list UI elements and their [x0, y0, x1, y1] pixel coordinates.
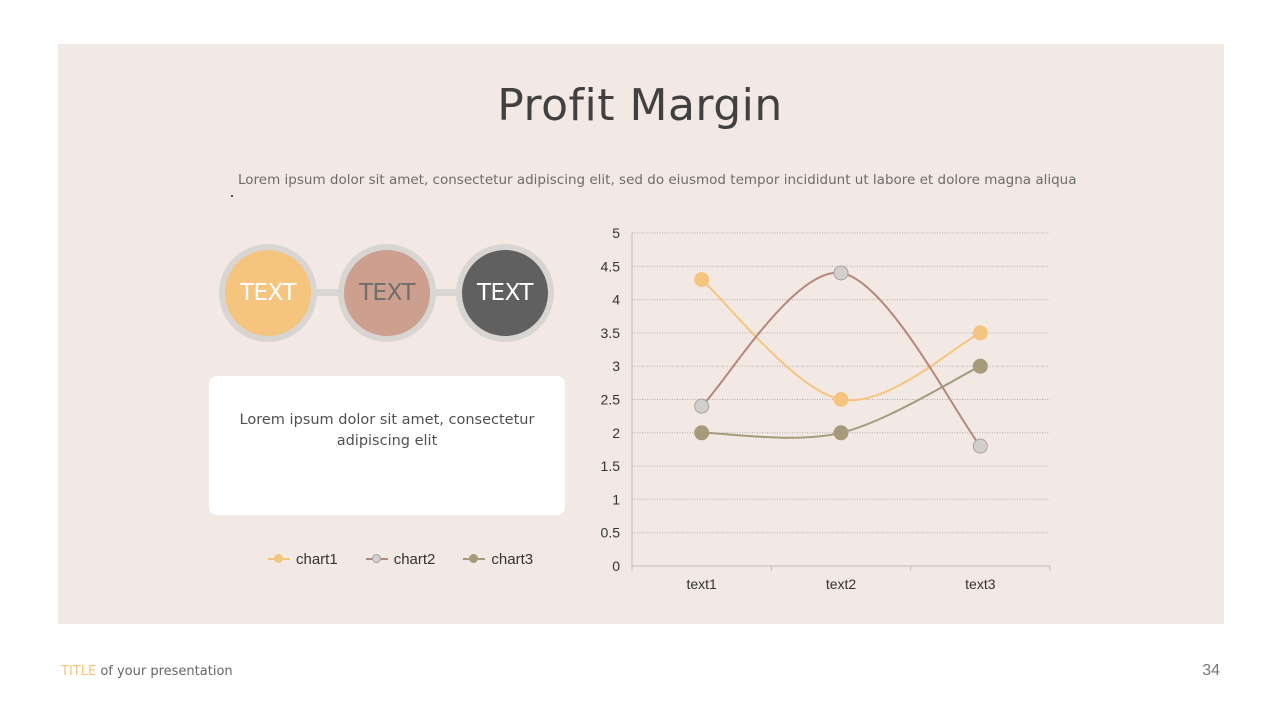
y-tick-label: 5: [612, 225, 620, 241]
legend-label: chart1: [296, 550, 338, 568]
x-tick-label: text3: [965, 576, 996, 592]
circle-3: TEXT: [456, 244, 554, 342]
y-tick-label: 1: [612, 491, 620, 507]
series-line-chart2: [700, 271, 982, 447]
circle-2-label: TEXT: [344, 250, 430, 336]
y-tick-label: 4.5: [601, 258, 621, 274]
y-tick-label: 2.5: [601, 392, 621, 408]
data-point-chart2: [972, 438, 988, 454]
y-tick-label: 4: [612, 292, 620, 308]
y-tick-label: 0.5: [601, 525, 621, 541]
footer-title: TITLE of your presentation: [61, 664, 233, 679]
data-point-chart3: [972, 358, 988, 374]
text-card: Lorem ipsum dolor sit amet, consectetur …: [209, 376, 565, 515]
y-tick-label: 3.5: [601, 325, 621, 341]
footer-title-accent: TITLE: [61, 664, 97, 679]
x-tick-label: text2: [826, 576, 857, 592]
legend-swatch: [365, 549, 388, 569]
x-tick-label: text1: [686, 576, 717, 592]
data-point-chart2: [833, 265, 849, 281]
circle-3-label: TEXT: [462, 250, 548, 336]
y-tick-label: 2: [612, 425, 620, 441]
page-number: 34: [1202, 662, 1220, 679]
y-tick-label: 3: [612, 358, 620, 374]
circle-1: TEXT: [219, 244, 317, 342]
y-tick-label: 0: [612, 558, 620, 574]
legend-item-chart1: chart1: [268, 549, 338, 569]
data-point-chart1: [694, 272, 710, 288]
footer-title-rest: of your presentation: [96, 664, 233, 679]
line-chart: 0 0.5 1 1.5 2 2.5 3 3.5 4 4.5 5 text1 text2 text3: [601, 225, 1051, 592]
data-point-chart1: [972, 325, 988, 341]
legend-item-chart2: chart2: [365, 549, 436, 569]
legend-label: chart3: [491, 550, 534, 568]
legend-swatch: [268, 549, 290, 569]
subtitle-period: [231, 195, 233, 197]
legend-swatch: [463, 549, 486, 569]
legend-label: chart2: [393, 550, 436, 568]
circle-1-label: TEXT: [225, 250, 311, 336]
chart-legend: chart1 chart2 chart3: [268, 549, 561, 569]
slide-title: Profit Margin: [497, 80, 783, 131]
data-point-chart1: [833, 392, 849, 407]
data-point-chart3: [694, 425, 710, 441]
text-card-body: Lorem ipsum dolor sit amet, consectetur …: [239, 412, 535, 449]
circle-2: TEXT: [338, 244, 436, 342]
data-point-chart2: [694, 398, 710, 414]
legend-item-chart3: chart3: [463, 549, 533, 569]
slide-subtitle: Lorem ipsum dolor sit amet, consectetur …: [238, 172, 1077, 188]
y-tick-label: 1.5: [601, 458, 621, 474]
data-point-chart3: [833, 425, 849, 441]
